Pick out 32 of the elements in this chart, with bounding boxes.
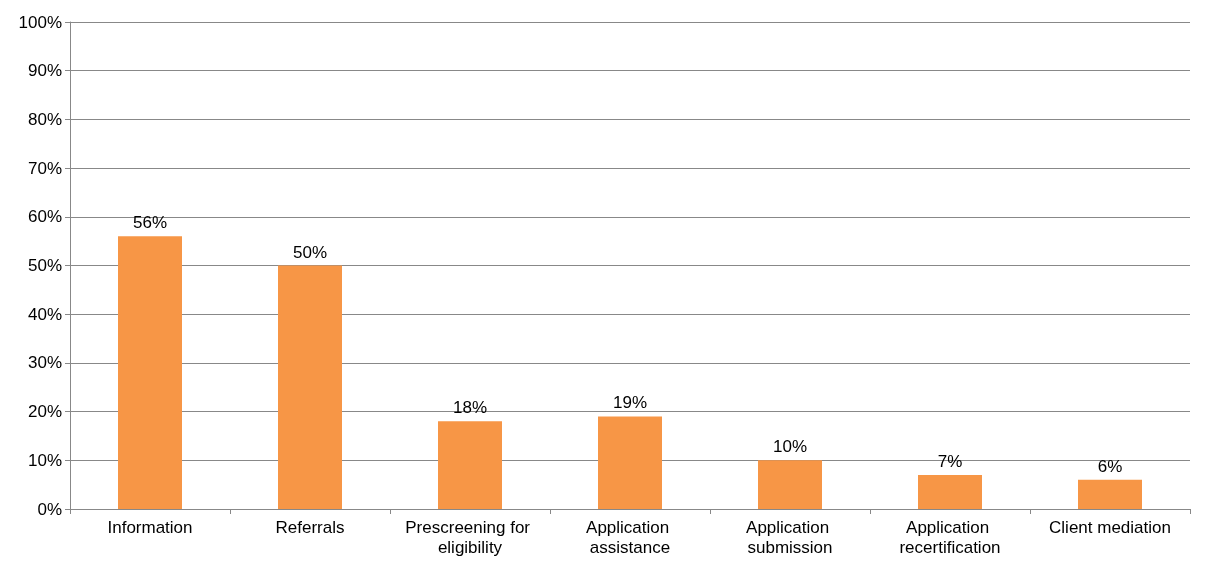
bar xyxy=(438,421,502,509)
y-tick-label: 30% xyxy=(27,353,62,373)
data-label: 18% xyxy=(452,398,488,418)
data-label: 6% xyxy=(1097,456,1123,476)
bar xyxy=(918,474,982,509)
data-label: 7% xyxy=(937,451,963,471)
data-label: 56% xyxy=(132,213,168,233)
y-tick-label: 80% xyxy=(27,109,62,129)
x-tick-label: Client mediation xyxy=(1049,517,1171,537)
x-tick-label: Application assistance xyxy=(586,517,674,557)
bar xyxy=(1078,479,1142,509)
x-tick-label: Referrals xyxy=(275,517,345,537)
y-tick-label: 70% xyxy=(27,158,62,178)
y-tick-label: 10% xyxy=(27,450,62,470)
bar xyxy=(758,460,822,509)
y-tick-label: 0% xyxy=(37,499,62,519)
x-tick-label: Prescreening for eligibility xyxy=(405,517,535,557)
y-tick-label: 20% xyxy=(27,402,62,422)
x-tick-label: Application submission xyxy=(746,517,834,557)
y-tick-label: 50% xyxy=(27,256,62,275)
bar xyxy=(598,416,662,509)
y-tick-label: 40% xyxy=(27,304,62,324)
data-label: 19% xyxy=(612,393,648,413)
data-label: 10% xyxy=(772,437,808,457)
bar xyxy=(118,236,182,509)
data-label: 50% xyxy=(292,242,328,262)
x-tick-label: Application recertification xyxy=(899,517,1001,557)
y-tick-label: 60% xyxy=(27,207,62,227)
y-tick-label: 90% xyxy=(27,61,62,81)
y-tick-label: 100% xyxy=(18,12,62,32)
bar xyxy=(278,265,342,509)
x-tick-label: Information xyxy=(107,517,193,537)
